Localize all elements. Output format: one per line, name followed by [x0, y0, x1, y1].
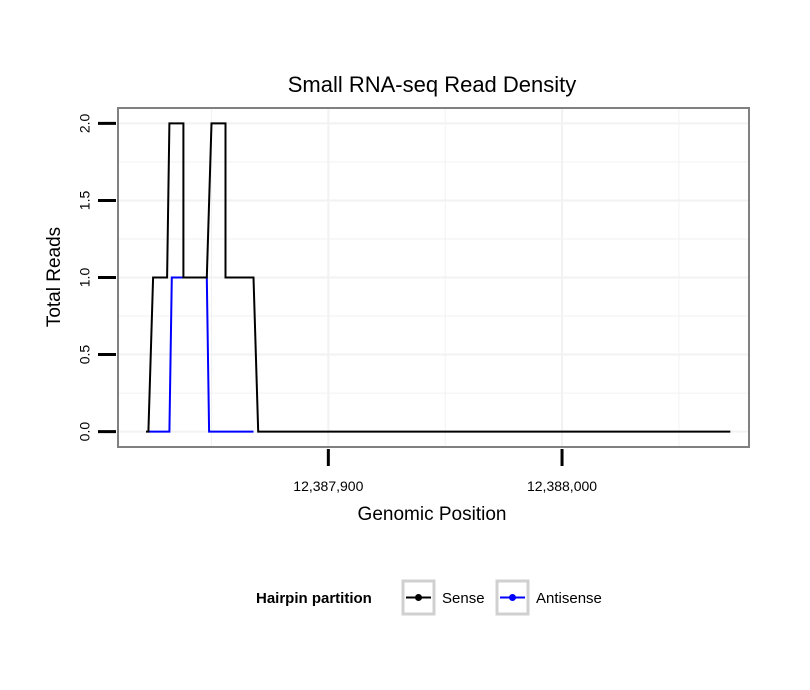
legend-label-antisense: Antisense	[536, 590, 602, 607]
y-tick-label: 1.0	[77, 268, 93, 288]
x-tick-label: 12,387,900	[293, 478, 363, 494]
x-tick-label: 12,388,000	[527, 478, 597, 494]
y-tick-label: 0.5	[77, 345, 93, 365]
legend-title: Hairpin partition	[256, 590, 372, 607]
legend-label-sense: Sense	[442, 590, 485, 607]
y-tick-label: 0.0	[77, 422, 93, 442]
y-tick-label: 1.5	[77, 191, 93, 211]
chart-title: Small RNA-seq Read Density	[288, 72, 577, 97]
legend-marker-sense	[415, 594, 422, 601]
y-axis: 0.0 0.5 1.0 1.5 2.0	[77, 113, 116, 441]
y-axis-title: Total Reads	[44, 227, 65, 327]
legend-marker-antisense	[509, 594, 516, 601]
x-axis-title: Genomic Position	[358, 504, 507, 525]
series-lines	[146, 122, 731, 433]
legend-item-sense: Sense	[401, 579, 485, 616]
x-axis: 12,387,900 12,388,000	[293, 449, 597, 494]
legend: Hairpin partition Sense Antisense	[256, 579, 602, 616]
plot-border	[117, 107, 750, 448]
y-tick-label: 2.0	[77, 113, 93, 133]
legend-item-antisense: Antisense	[495, 579, 602, 616]
series-line-sense	[146, 122, 731, 433]
